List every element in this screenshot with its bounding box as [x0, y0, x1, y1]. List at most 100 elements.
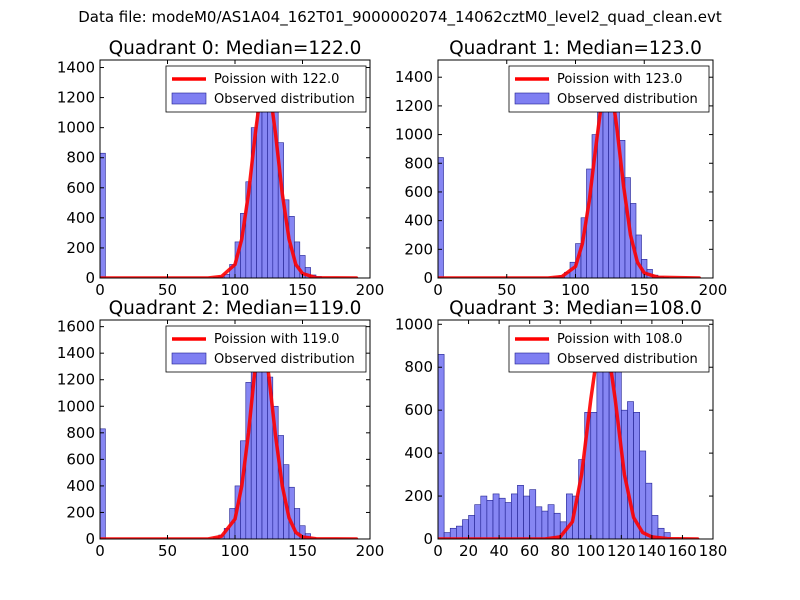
y-tick-label: 1200	[57, 89, 95, 107]
legend-bar-swatch	[171, 92, 207, 105]
y-tick-label: 0	[423, 530, 433, 548]
y-tick-label: 200	[404, 240, 433, 258]
histogram-bar	[645, 482, 653, 539]
y-tick-label: 0	[85, 269, 95, 287]
x-tick-label: 120	[607, 542, 636, 560]
x-tick-label: 50	[497, 281, 516, 299]
y-tick-label: 200	[66, 239, 95, 257]
x-tick-label: 150	[288, 542, 317, 560]
histogram-bar	[663, 532, 671, 539]
y-tick-label: 600	[66, 450, 95, 468]
x-tick-label: 200	[699, 281, 728, 299]
x-tick-label: 140	[638, 542, 667, 560]
x-tick-label: 20	[459, 542, 478, 560]
legend-bar-label: Observed distribution	[557, 352, 698, 367]
histogram-bar	[511, 493, 518, 539]
x-tick-label: 80	[551, 542, 570, 560]
panel-title: Quadrant 2: Median=119.0	[109, 298, 362, 319]
panel-title: Quadrant 3: Median=108.0	[449, 298, 702, 319]
x-tick-label: 200	[356, 542, 385, 560]
x-tick-label: 160	[668, 542, 697, 560]
legend-line-label: Poission with 122.0	[214, 72, 339, 87]
x-tick-label: 0	[433, 542, 443, 560]
y-tick-label: 1400	[57, 59, 95, 77]
y-tick-label: 600	[404, 183, 433, 201]
x-tick-label: 100	[221, 542, 250, 560]
y-tick-label: 0	[85, 530, 95, 548]
histogram-bar	[553, 512, 561, 539]
histogram-bar	[504, 502, 512, 539]
legend: Poission with 108.0 Observed distribution	[508, 325, 710, 373]
legend-bar-swatch	[171, 352, 207, 365]
x-tick-label: 200	[356, 281, 385, 299]
legend-line-label: Poission with 123.0	[557, 72, 682, 87]
panel-title: Quadrant 0: Median=122.0	[109, 38, 362, 59]
legend-bar-label: Observed distribution	[214, 352, 355, 367]
x-tick-label: 0	[95, 542, 105, 560]
x-tick-label: 100	[221, 281, 250, 299]
histogram-bar	[486, 500, 494, 539]
histogram-bar	[438, 157, 444, 278]
y-tick-label: 1600	[57, 318, 95, 336]
y-tick-label: 200	[66, 503, 95, 521]
legend-bar-swatch	[514, 92, 550, 105]
plot-area	[100, 332, 359, 539]
x-tick-label: 50	[158, 542, 177, 560]
x-tick-label: 0	[95, 281, 105, 299]
x-tick-label: 180	[699, 542, 728, 560]
legend: Poission with 123.0 Observed distribution	[508, 65, 710, 113]
x-tick-label: 100	[576, 542, 605, 560]
histogram-bar	[608, 86, 615, 278]
y-tick-label: 200	[404, 487, 433, 505]
y-tick-label: 600	[404, 401, 433, 419]
histogram-bar	[535, 506, 543, 539]
y-tick-label: 1000	[57, 119, 95, 137]
y-tick-label: 1000	[395, 126, 433, 144]
histogram-bar	[498, 497, 506, 539]
x-tick-label: 150	[288, 281, 317, 299]
y-tick-label: 400	[66, 209, 95, 227]
histogram-bar	[596, 358, 604, 539]
legend-bar-swatch	[514, 352, 550, 365]
y-tick-label: 400	[404, 444, 433, 462]
legend-box	[508, 65, 710, 113]
y-tick-label: 1400	[395, 68, 433, 86]
x-tick-label: 60	[520, 542, 539, 560]
x-tick-label: 100	[561, 281, 590, 299]
y-tick-label: 800	[404, 154, 433, 172]
histogram-bar	[590, 412, 598, 539]
legend-line-label: Poission with 108.0	[557, 332, 682, 347]
histogram-bar	[474, 504, 482, 539]
histogram-bar	[100, 428, 106, 539]
histogram-bar	[438, 354, 445, 539]
y-tick-label: 1000	[57, 397, 95, 415]
histogram-bar	[100, 152, 106, 278]
quadrant-3-chart: 0 20 40 60 80 100 120 140 160 180 0 200 400 600 800 100…	[395, 298, 728, 560]
legend-bar-label: Observed distribution	[557, 92, 698, 107]
histogram-bar	[517, 485, 524, 539]
histogram-bar	[541, 510, 549, 539]
panel-title: Quadrant 1: Median=123.0	[449, 38, 702, 59]
x-tick-label: 50	[158, 281, 177, 299]
histogram-bar	[299, 525, 306, 539]
y-tick-label: 0	[423, 269, 433, 287]
quadrant-2-chart: 0 50 100 150 200 0 200 400 600 800 1000 1200 1400 160…	[57, 298, 385, 560]
histogram-bar	[456, 525, 463, 539]
y-tick-label: 800	[66, 424, 95, 442]
legend-bar-label: Observed distribution	[214, 92, 355, 107]
histogram-bar	[529, 489, 537, 539]
y-tick-label: 600	[66, 179, 95, 197]
legend: Poission with 122.0 Observed distribution	[165, 65, 367, 113]
histogram-bar	[547, 504, 555, 539]
y-tick-label: 400	[404, 212, 433, 230]
y-tick-label: 800	[404, 358, 433, 376]
legend-box	[165, 65, 367, 113]
legend-box	[508, 325, 710, 373]
histogram-bar	[566, 493, 573, 539]
y-tick-label: 1200	[57, 371, 95, 389]
x-tick-label: 0	[433, 281, 443, 299]
histogram-bar	[523, 495, 530, 539]
y-tick-label: 1400	[57, 344, 95, 362]
legend-box	[165, 325, 367, 373]
